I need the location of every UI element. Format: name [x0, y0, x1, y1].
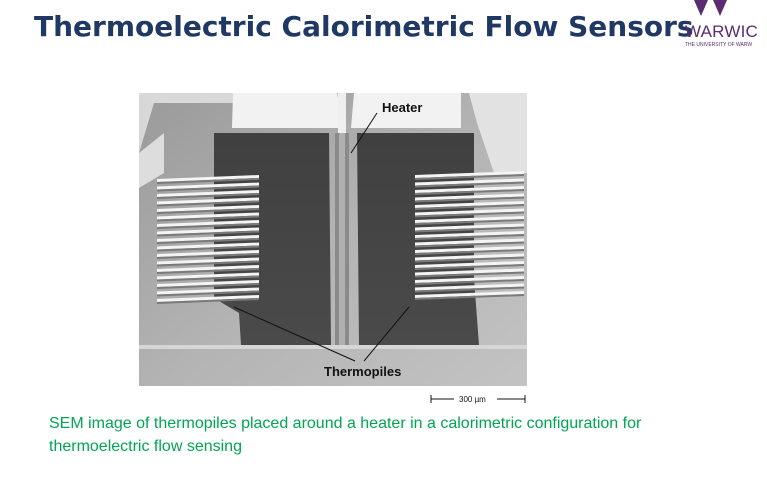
- thermopile-finger: [157, 265, 259, 272]
- thermopile-finger: [157, 175, 259, 182]
- scale-bar-label: 300 µm: [459, 395, 486, 404]
- thermopile-finger: [157, 242, 259, 250]
- thermopile-finger: [415, 208, 524, 216]
- top-left-pad: [139, 93, 234, 153]
- thermopile-finger: [157, 272, 259, 280]
- top-center-pad: [232, 93, 344, 128]
- thermopile-finger: [415, 193, 524, 201]
- thermopile-finger: [415, 253, 524, 261]
- thermopile-finger: [157, 205, 259, 212]
- thermopile-finger: [157, 250, 259, 257]
- heater-label: Heater: [382, 100, 422, 115]
- heater-lead: [338, 93, 346, 153]
- thermopile-finger: [415, 246, 524, 253]
- thermopile-finger: [157, 287, 259, 295]
- thermopile-finger: [157, 235, 259, 242]
- logo-wordmark: WARWIC: [685, 22, 758, 41]
- top-right-pad: [351, 93, 461, 128]
- caption-line-1: SEM image of thermopiles placed around a…: [49, 415, 642, 432]
- warwick-logo-mark: [694, 0, 727, 16]
- thermopile-finger: [415, 216, 524, 223]
- thermopile-finger: [415, 223, 524, 231]
- thermopile-finger: [415, 276, 524, 283]
- thermopile-finger: [415, 291, 524, 298]
- caption: SEM image of thermopiles placed around a…: [49, 412, 749, 458]
- thermopile-finger: [157, 190, 259, 197]
- thermopile-finger: [415, 178, 524, 186]
- sem-image: Heater Thermopiles 300 µm: [139, 93, 527, 407]
- thermopile-finger: [415, 186, 524, 193]
- thermopiles-label: Thermopiles: [324, 364, 401, 379]
- thermopile-finger: [157, 295, 259, 302]
- thermopile-finger: [415, 171, 524, 178]
- thermopile-callout-left: [233, 306, 356, 362]
- thermopile-finger: [157, 182, 259, 190]
- thermopile-finger: [157, 257, 259, 265]
- thermopile-finger: [157, 212, 259, 220]
- thermopile-finger: [415, 231, 524, 238]
- thermopile-finger: [415, 238, 524, 246]
- top-right-region: [469, 93, 527, 173]
- slide-title: Thermoelectric Calorimetric Flow Sensors: [34, 10, 694, 43]
- heater-callout: [350, 112, 378, 154]
- right-thermopile: [415, 171, 524, 300]
- caption-line-2: thermoelectric flow sensing: [49, 438, 242, 455]
- thermopile-finger: [157, 227, 259, 235]
- thermopile-finger: [415, 283, 524, 291]
- thermopile-callout-right: [363, 306, 410, 362]
- left-thermopile: [157, 175, 259, 304]
- thermopile-finger: [157, 280, 259, 287]
- thermopile-finger: [157, 197, 259, 205]
- thermopile-finger: [415, 201, 524, 208]
- thermopile-finger: [415, 261, 524, 268]
- thermopile-finger: [157, 220, 259, 227]
- logo-subtitle: THE UNIVERSITY OF WARW: [685, 42, 753, 48]
- warwick-logo: WARWIC THE UNIVERSITY OF WARW: [684, 0, 767, 60]
- thermopile-finger: [415, 268, 524, 276]
